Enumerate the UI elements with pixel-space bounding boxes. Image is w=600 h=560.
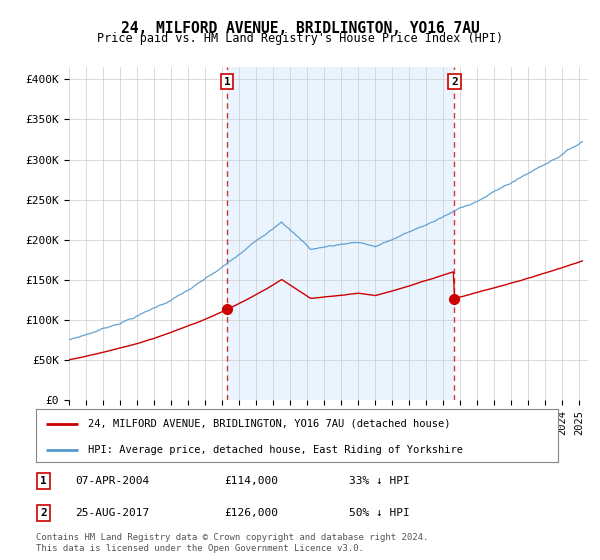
- Text: 24, MILFORD AVENUE, BRIDLINGTON, YO16 7AU (detached house): 24, MILFORD AVENUE, BRIDLINGTON, YO16 7A…: [88, 419, 451, 429]
- Text: £114,000: £114,000: [224, 476, 278, 486]
- Text: Price paid vs. HM Land Registry's House Price Index (HPI): Price paid vs. HM Land Registry's House …: [97, 32, 503, 45]
- Text: 2: 2: [40, 508, 47, 518]
- Text: 1: 1: [224, 77, 230, 87]
- Text: 50% ↓ HPI: 50% ↓ HPI: [349, 508, 410, 518]
- Text: 1: 1: [40, 476, 47, 486]
- Bar: [227, 67, 454, 400]
- Text: 24, MILFORD AVENUE, BRIDLINGTON, YO16 7AU: 24, MILFORD AVENUE, BRIDLINGTON, YO16 7A…: [121, 21, 479, 36]
- Text: 25-AUG-2017: 25-AUG-2017: [75, 508, 149, 518]
- Text: £126,000: £126,000: [224, 508, 278, 518]
- Text: 33% ↓ HPI: 33% ↓ HPI: [349, 476, 410, 486]
- Text: Contains HM Land Registry data © Crown copyright and database right 2024.
This d: Contains HM Land Registry data © Crown c…: [36, 533, 428, 553]
- Text: HPI: Average price, detached house, East Riding of Yorkshire: HPI: Average price, detached house, East…: [88, 445, 463, 455]
- Text: 07-APR-2004: 07-APR-2004: [75, 476, 149, 486]
- Text: 2: 2: [451, 77, 458, 87]
